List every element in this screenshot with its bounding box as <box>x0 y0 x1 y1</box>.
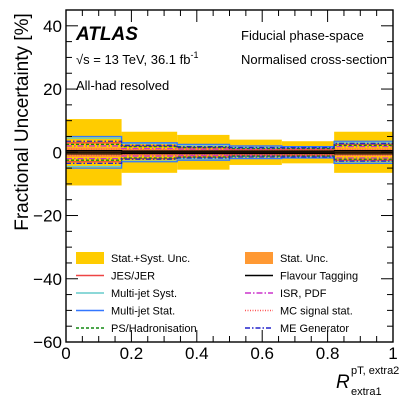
legend-entry-jes-jer: JES/JER <box>76 271 155 283</box>
y-tick-label: 0 <box>53 143 62 162</box>
legend-label-isr-pdf: ISR, PDF <box>280 288 327 300</box>
legend-label-stat-syst-unc: Stat.+Syst. Unc. <box>111 253 190 265</box>
legend-label-stat-unc: Stat. Unc. <box>280 253 328 265</box>
x-axis-label-superscript: pT, extra2 <box>351 365 399 377</box>
legend-symbol-stat-unc <box>245 252 273 264</box>
legend-entry-multi-jet-stat: Multi-jet Stat. <box>76 306 175 318</box>
legend-label-multi-jet-stat: Multi-jet Stat. <box>111 306 175 318</box>
x-axis-label-main: R <box>336 372 350 393</box>
lumi-superscript: -1 <box>190 50 198 60</box>
x-tick-label: 0 <box>61 344 70 363</box>
energy-lumi-text: √s = 13 TeV, 36.1 fb <box>76 52 190 67</box>
x-axis-label: R <box>336 372 350 393</box>
legend-entry-stat-syst-unc: Stat.+Syst. Unc. <box>76 252 190 265</box>
y-tick-label: −40 <box>33 270 62 289</box>
legend-entry-flavour-tagging: Flavour Tagging <box>245 271 358 283</box>
legend-entry-isr-pdf: ISR, PDF <box>245 288 327 300</box>
legend-entry-multi-jet-syst: Multi-jet Syst. <box>76 288 177 300</box>
y-tick-label: 20 <box>43 80 62 99</box>
legend-label-multi-jet-syst: Multi-jet Syst. <box>111 288 177 300</box>
legend-label-mc-signal-stat: MC signal stat. <box>280 306 353 318</box>
x-tick-label: 1 <box>388 344 397 363</box>
x-tick-label: 0.6 <box>250 344 274 363</box>
x-axis-label-subscript: extra1 <box>351 386 382 398</box>
legend-entry-ps-hadronisation: PS/Hadronisation <box>76 323 197 335</box>
normalisation-label: Normalised cross-section <box>241 52 387 67</box>
channel-label: All-had resolved <box>76 78 169 93</box>
legend-symbol-stat-syst-unc <box>76 252 104 264</box>
legend-label-jes-jer: JES/JER <box>111 271 155 283</box>
legend-entry-stat-unc: Stat. Unc. <box>245 252 328 265</box>
x-tick-label: 0.8 <box>316 344 340 363</box>
y-tick-label: −60 <box>33 333 62 352</box>
legend: Stat.+Syst. Unc. Stat. Unc. JES/JER Flavour… <box>76 252 358 335</box>
x-tick-label: 0.2 <box>120 344 144 363</box>
legend-label-ps-hadronisation: PS/Hadronisation <box>111 323 197 335</box>
phase-space-label: Fiducial phase-space <box>241 28 364 43</box>
y-tick-label: 40 <box>43 17 62 36</box>
legend-entry-mc-signal-stat: MC signal stat. <box>245 306 353 318</box>
energy-lumi-label: √s = 13 TeV, 36.1 fb-1 <box>76 50 199 67</box>
legend-label-me-generator: ME Generator <box>280 323 349 335</box>
x-tick-label: 0.4 <box>185 344 209 363</box>
legend-entry-me-generator: ME Generator <box>245 323 349 335</box>
y-tick-label: −20 <box>33 207 62 226</box>
y-axis-label: Fractional Uncertainty [%] <box>12 13 33 231</box>
legend-label-flavour-tagging: Flavour Tagging <box>280 271 358 283</box>
experiment-label: ATLAS <box>75 24 138 45</box>
